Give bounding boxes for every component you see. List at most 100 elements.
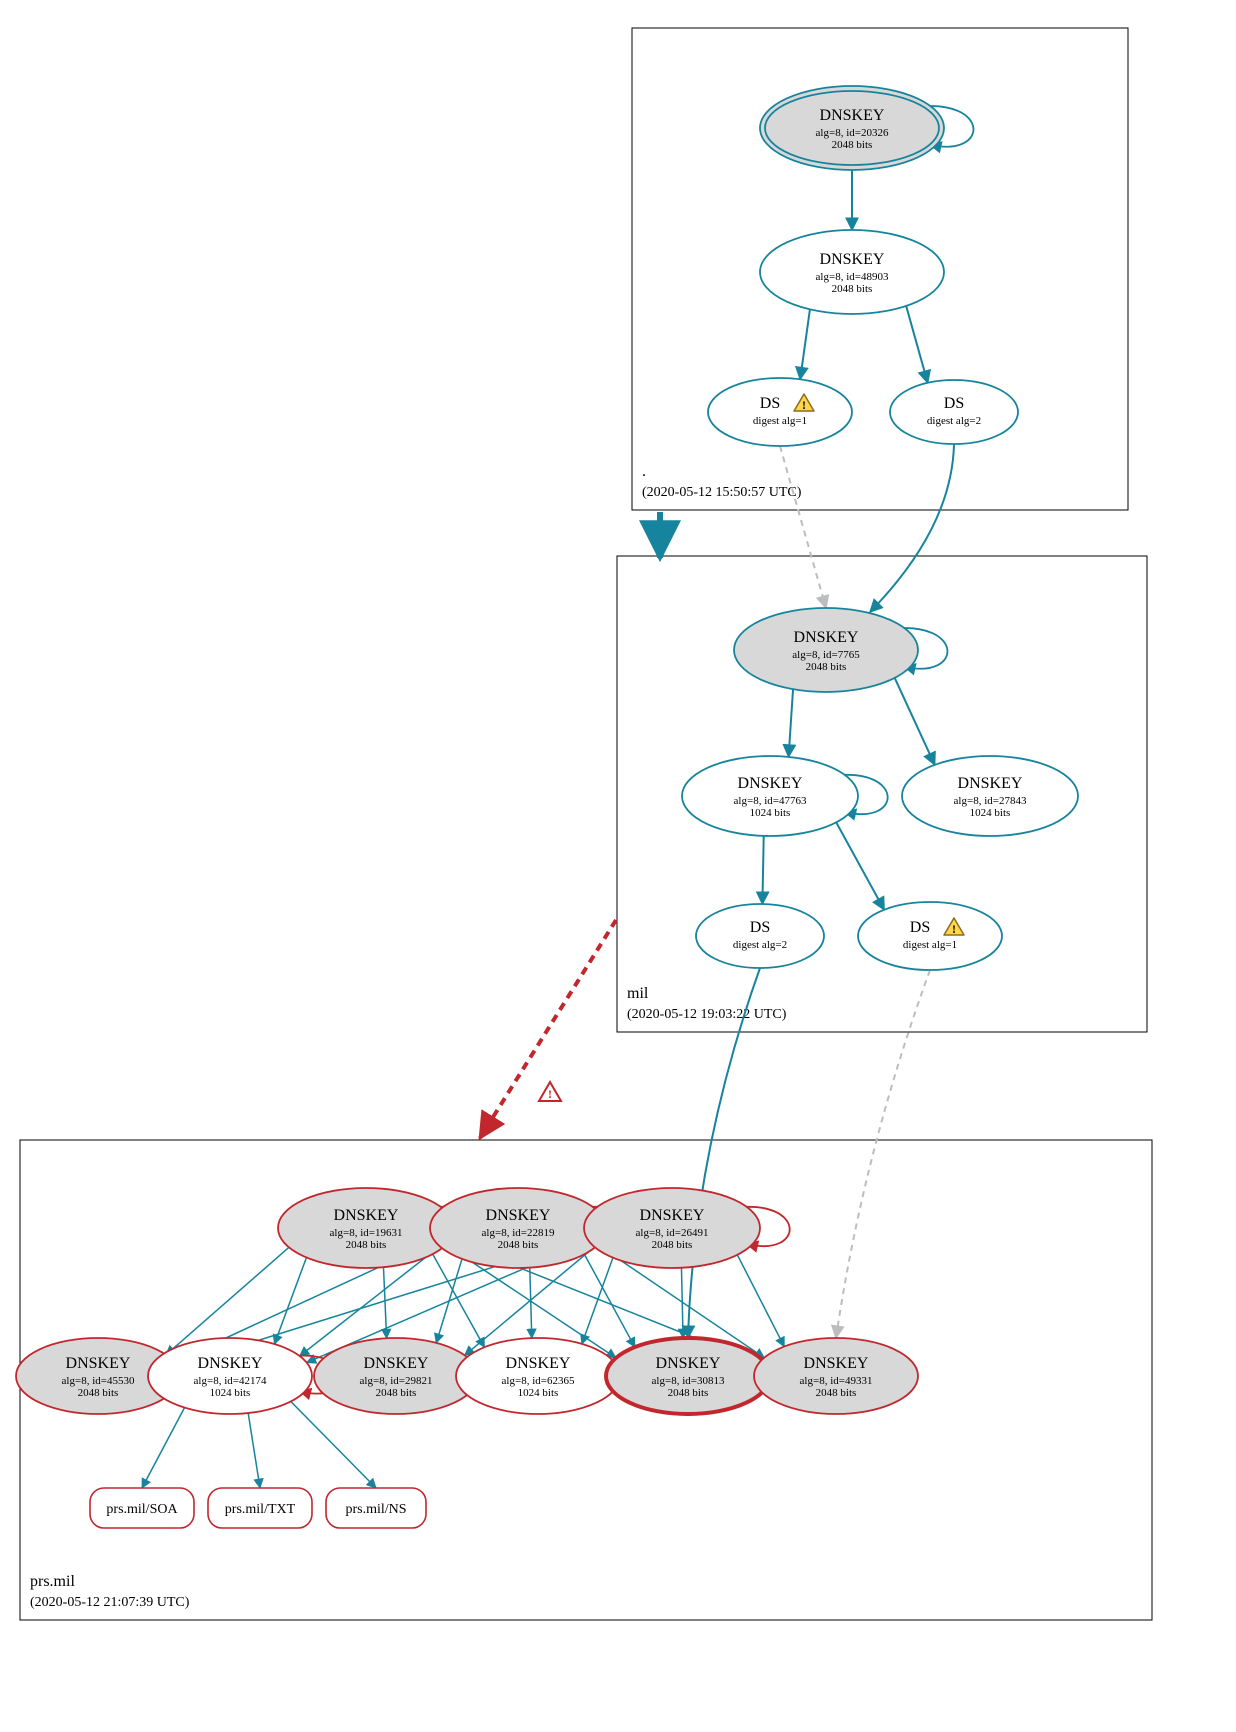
edge xyxy=(142,1408,185,1488)
node-sub1: alg=8, id=7765 xyxy=(792,649,860,661)
node-sub1: alg=8, id=30813 xyxy=(652,1375,725,1387)
node-title: DNSKEY xyxy=(198,1355,263,1372)
node-sub1: alg=8, id=49331 xyxy=(800,1375,873,1387)
edge xyxy=(870,444,954,612)
edge xyxy=(906,306,928,383)
node-title: DS xyxy=(910,919,930,936)
node-mil_zsk2: DNSKEY alg=8, id=278431024 bits xyxy=(902,756,1078,836)
edge xyxy=(582,1258,613,1344)
edge xyxy=(789,689,793,757)
node-prs_k1: DNSKEYalg=8, id=196312048 bits xyxy=(278,1188,454,1268)
node-sub2: 1024 bits xyxy=(518,1387,559,1399)
node-mil_zsk1: DNSKEY alg=8, id=477631024 bits xyxy=(682,756,858,836)
node-sub1: alg=8, id=29821 xyxy=(360,1375,433,1387)
node-prs_r3: DNSKEY alg=8, id=298212048 bits xyxy=(314,1338,478,1414)
node-prs_r6: DNSKEY alg=8, id=493312048 bits xyxy=(754,1338,918,1414)
edge xyxy=(737,1255,784,1347)
node-title: DNSKEY xyxy=(486,1207,551,1224)
node-sub1: alg=8, id=26491 xyxy=(636,1227,709,1239)
node-title: DNSKEY xyxy=(738,775,803,792)
node-title: DS xyxy=(760,395,780,412)
edge xyxy=(291,1401,376,1488)
node-sub1: alg=8, id=19631 xyxy=(330,1227,403,1239)
node-title: DNSKEY xyxy=(820,251,885,268)
node-title: DNSKEY xyxy=(656,1355,721,1372)
zone-delegation-edge xyxy=(480,920,616,1138)
edge xyxy=(762,836,763,904)
node-title: DNSKEY xyxy=(820,107,885,124)
rr-label: prs.mil/NS xyxy=(345,1502,406,1517)
edge xyxy=(836,970,930,1338)
svg-text:!: ! xyxy=(548,1087,552,1101)
node-sub2: 2048 bits xyxy=(832,283,873,295)
node-sub1: alg=8, id=47763 xyxy=(734,795,807,807)
node-prs_r2: DNSKEY alg=8, id=421741024 bits xyxy=(148,1338,312,1414)
node-sub1: digest alg=2 xyxy=(733,939,787,951)
node-sub1: alg=8, id=42174 xyxy=(194,1375,267,1387)
svg-text:!: ! xyxy=(802,398,806,412)
zone-timestamp-prs: (2020-05-12 21:07:39 UTC) xyxy=(30,1595,190,1610)
node-sub1: alg=8, id=62365 xyxy=(502,1375,575,1387)
node-sub2: 2048 bits xyxy=(816,1387,857,1399)
zone-timestamp-root: (2020-05-12 15:50:57 UTC) xyxy=(642,485,802,500)
node-title: DNSKEY xyxy=(640,1207,705,1224)
node-sub2: 1024 bits xyxy=(970,807,1011,819)
zone-label-mil: mil xyxy=(627,985,649,1002)
rr-node-rr_txt: prs.mil/TXT xyxy=(208,1488,312,1528)
node-mil_ds2: DS digest alg=2 xyxy=(696,904,824,968)
node-sub2: 1024 bits xyxy=(750,807,791,819)
edge xyxy=(248,1413,260,1488)
node-mil_ksk: DNSKEY alg=8, id=77652048 bits xyxy=(734,608,918,692)
node-title: DNSKEY xyxy=(364,1355,429,1372)
node-sub1: digest alg=1 xyxy=(903,939,957,951)
node-root_zsk: DNSKEY alg=8, id=489032048 bits xyxy=(760,230,944,314)
node-prs_r4: DNSKEY alg=8, id=623651024 bits xyxy=(456,1338,620,1414)
node-sub1: alg=8, id=48903 xyxy=(816,271,889,283)
zone-label-prs: prs.mil xyxy=(30,1573,75,1590)
svg-text:!: ! xyxy=(952,922,956,936)
edge xyxy=(780,446,826,608)
error-icon: ! xyxy=(539,1082,561,1101)
edge xyxy=(530,1268,532,1338)
node-mil_ds1: DS! digest alg=1 xyxy=(858,902,1002,970)
node-prs_r5: DNSKEY alg=8, id=308132048 bits xyxy=(606,1338,770,1414)
node-sub2: 2048 bits xyxy=(376,1387,417,1399)
node-title: DS xyxy=(944,395,964,412)
node-sub2: 2048 bits xyxy=(806,661,847,673)
rr-label: prs.mil/TXT xyxy=(225,1502,296,1517)
zone-timestamp-mil: (2020-05-12 19:03:22 UTC) xyxy=(627,1007,787,1022)
node-root_ksk: DNSKEY alg=8, id=203262048 bits xyxy=(760,86,944,170)
node-title: DNSKEY xyxy=(506,1355,571,1372)
node-title: DNSKEY xyxy=(794,629,859,646)
node-sub1: alg=8, id=20326 xyxy=(816,127,889,139)
node-sub2: 2048 bits xyxy=(346,1239,387,1251)
node-sub2: 2048 bits xyxy=(832,139,873,151)
node-sub2: 1024 bits xyxy=(210,1387,251,1399)
edge xyxy=(800,309,810,379)
rr-node-rr_soa: prs.mil/SOA xyxy=(90,1488,194,1528)
node-title: DNSKEY xyxy=(958,775,1023,792)
rr-label: prs.mil/SOA xyxy=(106,1502,178,1517)
node-title: DS xyxy=(750,919,770,936)
zone-label-root: . xyxy=(642,463,646,480)
node-sub2: 2048 bits xyxy=(652,1239,693,1251)
node-sub2: 2048 bits xyxy=(668,1387,709,1399)
node-root_ds2: DS digest alg=2 xyxy=(890,380,1018,444)
node-sub2: 2048 bits xyxy=(498,1239,539,1251)
node-title: DNSKEY xyxy=(66,1355,131,1372)
node-root_ds1: DS! digest alg=1 xyxy=(708,378,852,446)
node-sub2: 2048 bits xyxy=(78,1387,119,1399)
edge xyxy=(836,822,884,909)
node-sub1: alg=8, id=27843 xyxy=(954,795,1027,807)
node-sub1: digest alg=2 xyxy=(927,415,981,427)
node-sub1: alg=8, id=45530 xyxy=(62,1375,135,1387)
dnssec-diagram: . (2020-05-12 15:50:57 UTC) mil (2020-05-12… xyxy=(0,0,1236,1732)
node-prs_k2: DNSKEY alg=8, id=228192048 bits xyxy=(430,1188,606,1268)
node-title: DNSKEY xyxy=(804,1355,869,1372)
edge xyxy=(681,1268,683,1338)
node-sub1: alg=8, id=22819 xyxy=(482,1227,555,1239)
edge xyxy=(688,968,760,1338)
node-sub1: digest alg=1 xyxy=(753,415,807,427)
node-prs_k3: DNSKEY alg=8, id=264912048 bits xyxy=(584,1188,760,1268)
rr-node-rr_ns: prs.mil/NS xyxy=(326,1488,426,1528)
